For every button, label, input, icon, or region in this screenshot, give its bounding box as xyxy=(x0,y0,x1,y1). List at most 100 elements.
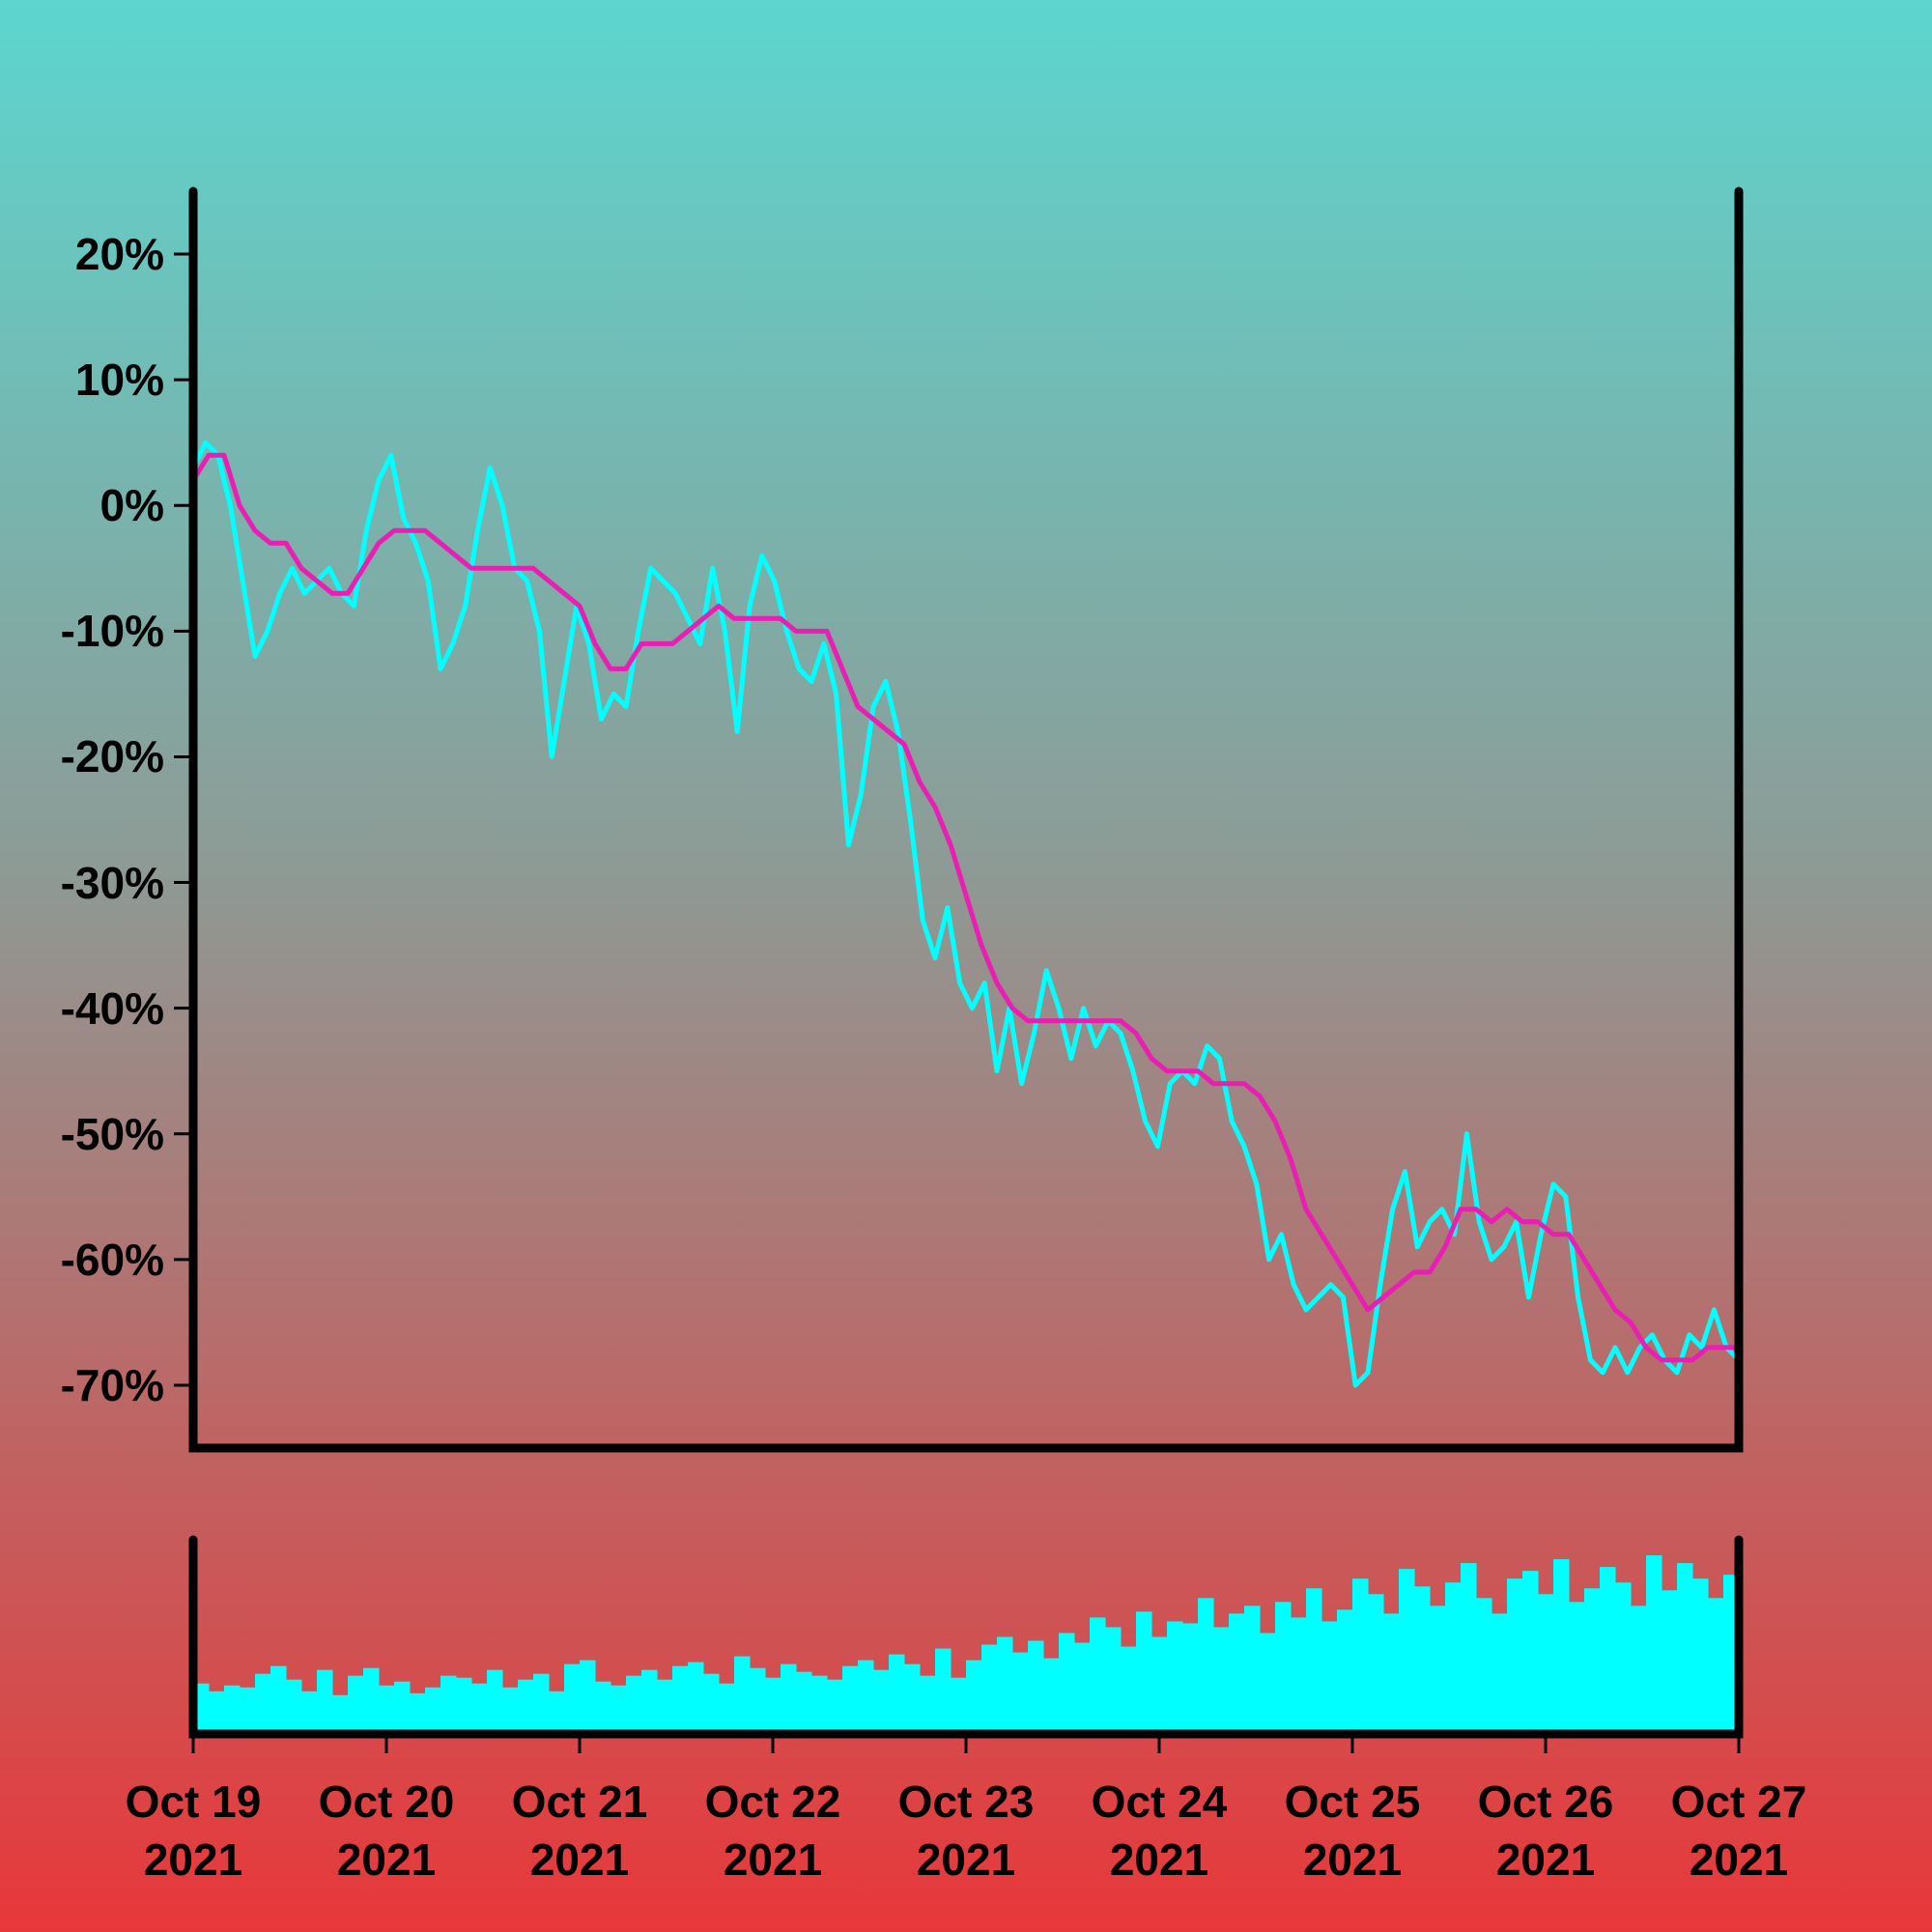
x-tick-label: Oct 19 2021 xyxy=(125,1776,262,1885)
volume-bar xyxy=(1507,1578,1523,1734)
volume-bar xyxy=(456,1677,472,1734)
volume-bar xyxy=(1043,1658,1060,1734)
volume-bar xyxy=(842,1665,859,1734)
volume-bar xyxy=(1121,1646,1137,1734)
volume-bar xyxy=(580,1660,596,1734)
volume-bar xyxy=(533,1673,550,1734)
volume-bar xyxy=(781,1663,797,1734)
volume-bar xyxy=(255,1673,271,1734)
volume-bar xyxy=(1445,1582,1462,1734)
volume-bar xyxy=(1492,1613,1508,1734)
volume-bar xyxy=(502,1687,519,1734)
volume-bar xyxy=(1430,1605,1446,1734)
x-tick-label: Oct 21 2021 xyxy=(511,1776,648,1885)
volume-bar xyxy=(811,1675,828,1734)
volume-bar xyxy=(1569,1602,1585,1734)
volume-bar xyxy=(549,1690,565,1734)
volume-bar xyxy=(657,1679,673,1734)
y-tick-label: -40% xyxy=(60,982,164,1034)
volume-bar xyxy=(796,1671,812,1734)
y-tick-label: 10% xyxy=(74,355,164,406)
y-tick-label: -50% xyxy=(60,1108,164,1159)
volume-bar xyxy=(1553,1559,1570,1734)
volume-bar xyxy=(1291,1617,1307,1734)
volume-bar xyxy=(1321,1621,1338,1734)
volume-bar xyxy=(889,1654,905,1734)
volume-bar xyxy=(1306,1588,1322,1734)
volume-bar xyxy=(1074,1642,1091,1734)
volume-bar xyxy=(827,1679,843,1734)
volume-bar xyxy=(626,1675,642,1734)
x-tick-label: Oct 20 2021 xyxy=(318,1776,455,1885)
volume-bar xyxy=(904,1663,921,1734)
volume-bar xyxy=(1151,1636,1168,1734)
volume-bar xyxy=(750,1667,766,1734)
volume-bar xyxy=(1028,1640,1044,1734)
x-tick-label: Oct 25 2021 xyxy=(1284,1776,1421,1885)
volume-bar xyxy=(1600,1567,1616,1734)
volume-bar xyxy=(518,1679,534,1734)
volume-bar xyxy=(1383,1613,1400,1734)
volume-bar xyxy=(1260,1633,1276,1734)
volume-bar xyxy=(1414,1586,1431,1734)
volume-bar xyxy=(873,1669,890,1734)
volume-bar xyxy=(1476,1598,1492,1734)
volume-bar xyxy=(1461,1563,1477,1734)
volume-bar xyxy=(1337,1609,1353,1734)
volume-bar xyxy=(1090,1617,1106,1734)
y-tick-label: -60% xyxy=(60,1234,164,1285)
volume-bar xyxy=(719,1683,735,1734)
volume-bar xyxy=(1538,1594,1554,1734)
x-tick-label: Oct 24 2021 xyxy=(1091,1776,1228,1885)
x-tick-label: Oct 27 2021 xyxy=(1670,1776,1807,1885)
volume-bar xyxy=(1522,1571,1539,1734)
volume-bar xyxy=(997,1636,1013,1734)
volume-bar xyxy=(1399,1569,1415,1734)
price-line xyxy=(193,440,1739,1388)
volume-bar xyxy=(1182,1623,1199,1734)
volume-bar xyxy=(301,1690,318,1734)
volume-bar xyxy=(224,1685,241,1734)
volume-bar xyxy=(1012,1652,1029,1734)
volume-bar xyxy=(1213,1627,1230,1734)
volume-bar xyxy=(1677,1563,1693,1734)
volume-bar xyxy=(379,1685,395,1734)
volume-bar xyxy=(1584,1588,1601,1734)
volume-bar xyxy=(471,1683,488,1734)
volume-bar xyxy=(286,1679,302,1734)
volume-bar xyxy=(1275,1602,1292,1734)
volume-bar xyxy=(425,1687,441,1734)
axis-frame xyxy=(188,1535,1744,1739)
volume-bar xyxy=(1692,1578,1709,1734)
volume-bar xyxy=(1105,1627,1122,1734)
y-tick-label: -30% xyxy=(60,857,164,908)
volume-bar xyxy=(734,1656,751,1734)
volume-bar xyxy=(688,1662,704,1734)
volume-bar xyxy=(595,1681,611,1734)
volume-bar xyxy=(1631,1605,1647,1734)
y-tick-label: -10% xyxy=(60,606,164,657)
volume-bar xyxy=(1368,1594,1384,1734)
volume-bar xyxy=(394,1681,411,1734)
volume-bar xyxy=(981,1644,998,1734)
volume-bar xyxy=(317,1669,333,1734)
y-tick-label: -70% xyxy=(60,1359,164,1410)
volume-bar xyxy=(348,1675,364,1734)
x-tick-label: Oct 26 2021 xyxy=(1477,1776,1614,1885)
volume-bar xyxy=(1708,1598,1724,1734)
volume-bar xyxy=(1244,1605,1261,1734)
volume-bar xyxy=(1229,1613,1245,1734)
volume-bar xyxy=(920,1675,936,1734)
x-tick-label: Oct 22 2021 xyxy=(704,1776,841,1885)
price-line xyxy=(193,452,1739,1363)
volume-bar xyxy=(1167,1621,1183,1734)
volume-bar xyxy=(270,1665,287,1734)
volume-bar xyxy=(611,1685,627,1734)
volume-bar xyxy=(240,1687,256,1734)
volume-bar xyxy=(1646,1555,1662,1734)
volume-bar xyxy=(1352,1578,1369,1734)
x-tick-label: Oct 23 2021 xyxy=(897,1776,1035,1885)
volume-bar xyxy=(1136,1611,1152,1734)
